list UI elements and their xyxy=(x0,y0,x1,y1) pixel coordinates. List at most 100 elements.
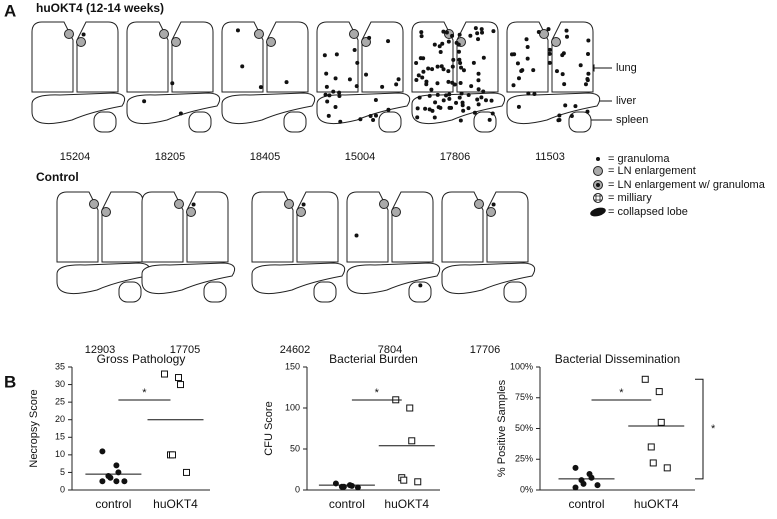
granuloma xyxy=(461,108,466,113)
granuloma xyxy=(466,93,471,98)
granuloma xyxy=(459,65,464,70)
animal-id: 17706 xyxy=(470,344,501,356)
granuloma xyxy=(284,80,289,85)
spleen-outline xyxy=(188,111,212,133)
granuloma xyxy=(476,87,481,92)
granuloma xyxy=(170,81,175,86)
granuloma xyxy=(476,102,481,107)
point xyxy=(414,478,422,486)
granuloma xyxy=(423,106,428,111)
liver-outline xyxy=(316,92,411,125)
granuloma xyxy=(427,107,432,112)
granuloma xyxy=(334,52,339,57)
spleen-outline xyxy=(473,111,497,133)
point xyxy=(340,483,347,490)
granuloma xyxy=(433,100,438,105)
y-tick-label: 0 xyxy=(60,484,65,494)
point xyxy=(647,443,655,451)
granuloma xyxy=(554,69,559,74)
panel-label: A xyxy=(4,1,16,20)
panel-label: B xyxy=(4,372,16,391)
y-tick-label: 20 xyxy=(55,414,65,424)
granuloma xyxy=(547,47,552,52)
point xyxy=(594,482,601,489)
granuloma xyxy=(364,72,369,77)
point xyxy=(580,480,587,487)
granuloma xyxy=(564,28,569,33)
lymph-node xyxy=(64,29,74,39)
granuloma xyxy=(432,115,437,120)
chart-title: Bacterial Burden xyxy=(329,352,418,366)
legend-label: = collapsed lobe xyxy=(608,206,688,218)
spleen-outline xyxy=(408,281,432,303)
lung-outline xyxy=(141,191,184,263)
significance-label: * xyxy=(619,387,624,399)
x-tick-label: huOKT4 xyxy=(153,497,198,511)
granuloma xyxy=(573,104,578,109)
granuloma xyxy=(458,61,463,66)
granuloma xyxy=(452,82,457,87)
granuloma xyxy=(450,64,455,69)
granuloma xyxy=(331,89,336,94)
spleen-outline xyxy=(313,281,337,303)
granuloma xyxy=(368,114,373,119)
granuloma xyxy=(337,94,342,99)
granuloma xyxy=(454,100,459,105)
organ-label: spleen xyxy=(616,114,648,126)
granuloma xyxy=(557,113,562,118)
lung-outline xyxy=(31,21,74,93)
granuloma xyxy=(586,52,591,57)
granuloma xyxy=(441,98,446,103)
liver-outline xyxy=(441,262,536,295)
animal-id: 24602 xyxy=(280,344,311,356)
granuloma xyxy=(458,118,463,123)
spleen-outline xyxy=(283,111,307,133)
granuloma xyxy=(483,98,488,103)
point xyxy=(183,468,190,476)
granuloma xyxy=(325,99,330,104)
bracket xyxy=(695,378,704,480)
granuloma xyxy=(515,61,520,66)
granuloma xyxy=(354,84,359,89)
granuloma xyxy=(447,96,452,101)
granuloma xyxy=(583,82,588,87)
granuloma xyxy=(491,29,496,34)
y-tick-label: 5 xyxy=(60,467,65,477)
granuloma xyxy=(468,33,473,38)
legend-label: = milliary xyxy=(608,192,652,204)
granuloma xyxy=(481,89,486,94)
bracket-label: * xyxy=(711,423,716,435)
point xyxy=(115,469,122,476)
chart-title: Bacterial Dissemination xyxy=(555,352,680,366)
point xyxy=(332,480,339,487)
granuloma xyxy=(373,98,378,103)
granuloma xyxy=(416,73,421,78)
animal-id: 12903 xyxy=(85,344,116,356)
lymph-node xyxy=(474,199,484,209)
y-tick-label: 15 xyxy=(55,432,65,442)
y-tick-label: 0% xyxy=(520,484,533,494)
granuloma xyxy=(81,32,86,37)
granuloma xyxy=(437,44,442,49)
granuloma xyxy=(429,87,434,92)
lymph-node xyxy=(486,207,496,217)
granuloma xyxy=(415,115,420,120)
lymph-node xyxy=(284,199,294,209)
point xyxy=(121,478,128,485)
granuloma xyxy=(520,68,525,73)
granuloma xyxy=(418,56,423,61)
y-tick-label: 35 xyxy=(55,361,65,371)
granuloma xyxy=(560,72,565,77)
organ-label: liver xyxy=(616,95,637,107)
animal-id: 17705 xyxy=(170,344,201,356)
granuloma xyxy=(421,69,426,74)
liver-outline xyxy=(346,262,441,295)
granuloma xyxy=(446,69,451,74)
point xyxy=(641,375,649,383)
point xyxy=(175,374,182,382)
granuloma xyxy=(333,105,338,110)
lung-outline xyxy=(346,191,389,263)
point xyxy=(588,474,595,481)
y-tick-label: 100 xyxy=(285,402,300,412)
